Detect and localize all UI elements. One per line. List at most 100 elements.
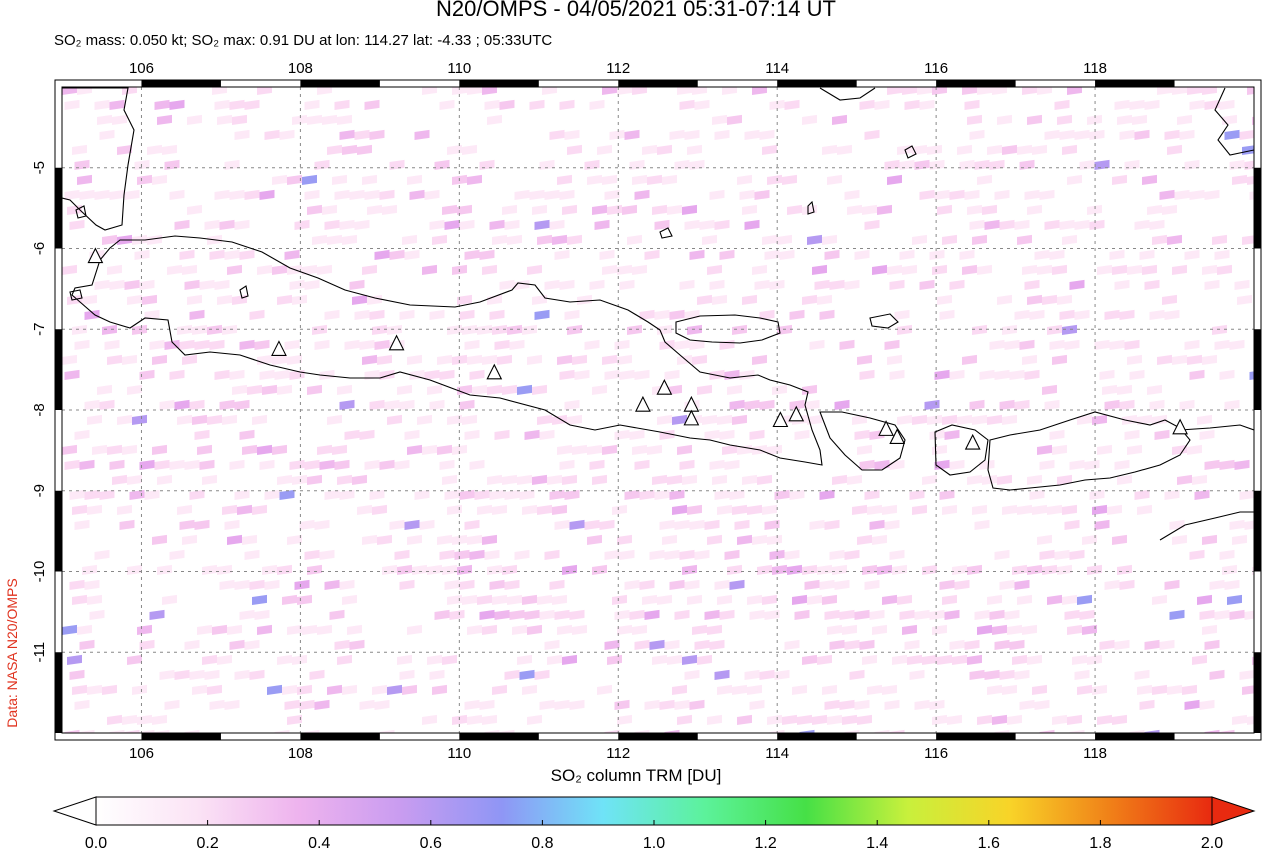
so2-pixel xyxy=(1162,294,1177,305)
so2-pixel xyxy=(272,444,287,455)
so2-pixel xyxy=(677,714,692,725)
so2-pixel xyxy=(572,624,587,635)
so2-pixel xyxy=(74,339,90,350)
so2-pixel xyxy=(712,114,727,125)
so2-pixel xyxy=(854,699,870,710)
so2-pixel xyxy=(1187,354,1202,365)
so2-pixel xyxy=(1217,264,1232,275)
so2-pixel xyxy=(79,189,95,200)
so2-pixel xyxy=(502,204,517,216)
so2-pixel xyxy=(357,144,372,155)
so2-pixel xyxy=(1109,249,1125,260)
so2-pixel xyxy=(372,504,387,515)
so2-pixel xyxy=(564,129,580,140)
so2-pixel xyxy=(482,354,497,366)
so2-pixel xyxy=(307,384,322,395)
so2-pixel xyxy=(127,384,142,395)
so2-pixel xyxy=(349,189,365,201)
so2-pixel xyxy=(339,399,355,410)
so2-pixel xyxy=(1114,99,1130,111)
so2-pixel xyxy=(744,669,760,680)
so2-pixel xyxy=(284,249,300,260)
so2-pixel xyxy=(217,294,232,305)
so2-pixel xyxy=(544,189,560,200)
so2-pixel xyxy=(549,579,565,590)
so2-pixel xyxy=(297,684,312,695)
so2-pixel xyxy=(554,249,570,260)
lon-tick-label-bottom: 110 xyxy=(447,745,471,760)
so2-pixel xyxy=(1167,234,1182,245)
colorbar: 0.0 0.2 0.4 0.6 0.8 1.0 1.2 1.4 1.6 1.8 2.0 xyxy=(52,796,1256,852)
so2-pixel xyxy=(757,474,772,485)
so2-pixel xyxy=(214,279,230,290)
so2-pixel xyxy=(552,504,567,515)
coast-java xyxy=(71,235,823,466)
so2-pixel xyxy=(502,474,517,486)
so2-pixel xyxy=(984,669,1000,680)
so2-pixel xyxy=(839,609,855,620)
so2-pixel xyxy=(669,129,685,140)
so2-pixel xyxy=(1007,624,1022,635)
so2-pixel xyxy=(822,234,837,245)
so2-pixel xyxy=(502,564,517,575)
so2-pixel xyxy=(719,249,735,260)
so2-pixel xyxy=(174,219,190,230)
so2-pixel xyxy=(744,129,760,140)
so2-pixel xyxy=(304,279,320,290)
so2-pixel xyxy=(122,714,137,725)
so2-pixel xyxy=(507,234,522,245)
so2-pixel xyxy=(1027,114,1042,125)
so2-pixel xyxy=(1067,714,1082,725)
so2-pixel xyxy=(587,174,602,185)
so2-pixel xyxy=(942,414,957,426)
so2-pixel xyxy=(472,384,487,395)
so2-pixel xyxy=(567,414,582,425)
so2-pixel xyxy=(554,519,570,530)
so2-pixel xyxy=(1199,699,1215,710)
so2-pixel xyxy=(332,174,347,185)
so2-pixel xyxy=(137,174,152,185)
so2-pixel xyxy=(962,354,977,366)
so2-pixel xyxy=(477,594,492,605)
so2-pixel xyxy=(1037,534,1052,545)
so2-pixel xyxy=(882,684,897,695)
so2-pixel xyxy=(1039,729,1055,733)
so2-pixel xyxy=(1039,549,1055,560)
so2-pixel xyxy=(187,114,202,125)
so2-pixel xyxy=(499,729,515,733)
so2-pixel xyxy=(742,294,757,305)
so2-pixel xyxy=(184,279,200,290)
so2-pixel xyxy=(722,444,737,455)
so2-pixel xyxy=(1114,279,1130,291)
so2-pixel xyxy=(1184,249,1200,260)
so2-pixel xyxy=(977,624,992,635)
so2-pixel xyxy=(969,129,985,140)
so2-pixel xyxy=(169,369,185,380)
so2-pixel xyxy=(1067,624,1082,635)
so2-pixel xyxy=(394,459,410,470)
so2-pixel xyxy=(682,564,697,575)
so2-pixel xyxy=(864,579,880,590)
so2-pixel xyxy=(204,219,220,231)
so2-pixel xyxy=(364,99,380,110)
so2-pixel xyxy=(132,414,147,425)
so2-pixel xyxy=(432,234,447,245)
so2-pixel xyxy=(327,684,342,695)
so2-pixel xyxy=(689,519,705,530)
lat-tick-label-left: -10 xyxy=(31,561,48,583)
coast-madura xyxy=(675,314,781,344)
so2-pixel xyxy=(544,549,560,560)
so2-pixel xyxy=(972,414,987,425)
so2-pixel xyxy=(667,474,682,485)
so2-pixel xyxy=(819,489,835,500)
lon-tick-label-bottom: 118 xyxy=(1083,745,1107,760)
so2-pixel xyxy=(939,489,955,500)
so2-pixel xyxy=(687,504,702,515)
so2-pixel xyxy=(999,399,1015,411)
so2-pixel xyxy=(1119,129,1135,140)
so2-pixel xyxy=(737,534,752,545)
so2-pixel xyxy=(759,669,775,680)
so2-pixel xyxy=(1114,639,1130,650)
so2-pixel xyxy=(459,399,475,410)
so2-pixel xyxy=(374,699,390,710)
